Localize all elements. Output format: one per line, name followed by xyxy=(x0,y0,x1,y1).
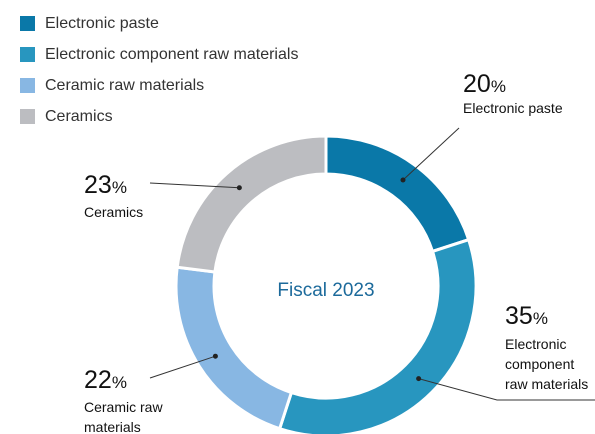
legend-item-electronic-component-raw-materials: Electronic component raw materials xyxy=(20,39,298,70)
legend-item-ceramics: Ceramics xyxy=(20,101,298,132)
legend-item-ceramic-raw-materials: Ceramic raw materials xyxy=(20,70,298,101)
center-label: Fiscal 2023 xyxy=(277,280,374,301)
category-label-electronic-component-raw-materials: Electronic component raw materials xyxy=(505,336,588,392)
slice-ceramics xyxy=(175,134,328,274)
slice-electronic-component-raw-materials xyxy=(277,237,478,434)
category-label-ceramics: Ceramics xyxy=(84,204,143,220)
leader-dot-electronic-component-raw-materials xyxy=(416,376,422,382)
legend-label: Electronic paste xyxy=(45,14,159,32)
leader-line-ceramics xyxy=(149,182,240,189)
category-label-ceramic-raw-materials: Ceramic raw materials xyxy=(84,399,163,434)
legend-swatch xyxy=(20,109,35,124)
legend-swatch xyxy=(20,47,35,62)
leader-dot-ceramics xyxy=(236,185,242,191)
data-label-electronic-component-raw-materials: 35% xyxy=(505,302,548,330)
legend-label: Electronic component raw materials xyxy=(45,45,299,63)
legend-label: Ceramic raw materials xyxy=(45,76,205,94)
leader-line-electronic-paste xyxy=(402,127,460,181)
legend: Electronic paste Electronic component raw… xyxy=(20,8,298,132)
data-label-electronic-paste: 20% xyxy=(463,70,506,98)
legend-label: Ceramics xyxy=(45,107,113,125)
legend-item-electronic-paste: Electronic paste xyxy=(20,8,298,39)
slice-ceramic-raw-materials xyxy=(174,265,294,431)
data-label-ceramics: 23% xyxy=(84,171,127,199)
leader-line-ceramic-raw-materials xyxy=(149,355,216,379)
data-label-ceramic-raw-materials: 22% xyxy=(84,366,127,394)
legend-swatch xyxy=(20,78,35,93)
category-label-electronic-paste: Electronic paste xyxy=(463,100,563,116)
leader-line-electronic-component-raw-materials xyxy=(418,378,595,401)
leader-dot-ceramic-raw-materials xyxy=(212,353,218,359)
slice-electronic-paste xyxy=(324,134,471,254)
legend-swatch xyxy=(20,16,35,31)
leader-dot-electronic-paste xyxy=(400,177,406,183)
